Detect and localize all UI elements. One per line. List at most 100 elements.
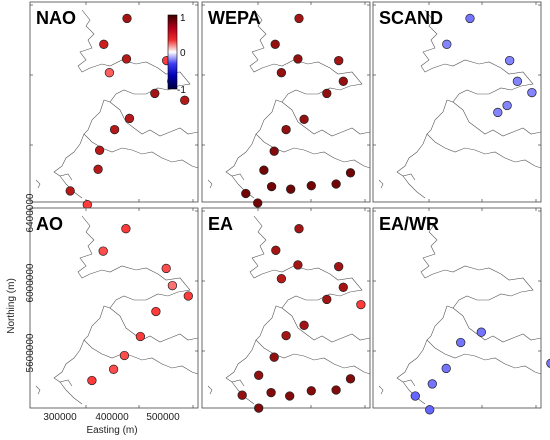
station-marker xyxy=(98,246,108,256)
y-tick-label: 6000000 xyxy=(25,263,36,302)
panel-title: SCAND xyxy=(379,8,443,28)
coastline xyxy=(109,101,199,137)
panel: SCAND xyxy=(372,1,542,203)
colorbar-gradient xyxy=(167,14,178,90)
station-marker xyxy=(104,68,115,78)
coastline xyxy=(396,9,534,181)
coastline xyxy=(207,385,213,395)
station-marker xyxy=(269,352,279,362)
colorbar: 1 0 -1 xyxy=(167,13,186,96)
station-marker xyxy=(427,379,437,389)
station-marker xyxy=(502,100,512,111)
station-marker xyxy=(266,387,276,398)
station-marker xyxy=(456,337,466,348)
panel-title: NAO xyxy=(36,8,76,28)
station-marker xyxy=(254,403,264,413)
station-marker xyxy=(266,181,277,192)
station-marker xyxy=(270,39,280,49)
station-marker xyxy=(546,358,550,368)
coastline xyxy=(402,175,426,199)
station-marker xyxy=(93,164,103,174)
station-marker xyxy=(345,168,356,178)
station-marker xyxy=(259,165,269,175)
coastline xyxy=(452,101,542,137)
station-marker xyxy=(254,370,264,380)
coastline xyxy=(426,339,542,375)
station-marker xyxy=(108,364,119,374)
station-marker xyxy=(99,39,109,49)
coastline xyxy=(225,9,363,181)
station-marker xyxy=(299,320,309,330)
station-marker xyxy=(493,107,503,118)
station-marker xyxy=(94,145,105,155)
station-marker xyxy=(299,114,309,124)
x-axis-label: Easting (m) xyxy=(86,425,137,436)
station-marker xyxy=(285,391,295,401)
coastline xyxy=(35,179,41,189)
station-marker xyxy=(276,68,287,78)
station-marker xyxy=(294,224,304,234)
coastline xyxy=(53,9,191,181)
station-marker xyxy=(135,331,146,342)
station-marker xyxy=(183,291,193,301)
panel-title: EA xyxy=(208,214,233,234)
station-marker xyxy=(465,13,475,24)
station-marker xyxy=(527,87,537,98)
coastline xyxy=(396,215,534,387)
coastline xyxy=(378,179,384,189)
station-marker xyxy=(121,224,131,234)
station-marker xyxy=(87,375,97,386)
station-marker xyxy=(322,88,332,99)
station-marker xyxy=(119,350,130,361)
x-tick-label: 300000 xyxy=(43,412,77,423)
panel: WEPA xyxy=(201,1,407,208)
station-marker xyxy=(253,198,263,208)
colorbar-tick-label: -1 xyxy=(177,85,186,96)
coastline xyxy=(53,215,191,387)
panel-frame xyxy=(372,207,542,409)
station-marker xyxy=(294,13,304,24)
panel-title: EA/WR xyxy=(379,214,439,234)
station-marker xyxy=(293,54,303,64)
station-marker xyxy=(121,54,132,64)
station-marker xyxy=(512,76,523,86)
panel-frame xyxy=(29,207,199,409)
station-marker xyxy=(286,184,296,194)
coastline xyxy=(281,101,371,137)
station-marker xyxy=(331,385,341,395)
coastline xyxy=(378,385,384,395)
y-tick-label: 6400000 xyxy=(25,193,36,232)
x-tick-labels: 300000 400000 500000 xyxy=(43,412,180,423)
coastline xyxy=(83,339,199,375)
coastline xyxy=(35,385,41,395)
panel-frame xyxy=(201,1,371,203)
y-tick-labels: 5600000 6000000 6400000 xyxy=(25,193,36,372)
panel-title: WEPA xyxy=(208,8,261,28)
station-marker xyxy=(334,55,344,66)
station-marker xyxy=(167,280,178,291)
station-marker xyxy=(331,179,341,189)
panel-frame xyxy=(201,207,371,409)
panel: NAO xyxy=(29,1,221,210)
station-marker xyxy=(109,124,120,135)
panel: EA xyxy=(201,207,407,413)
x-tick-label: 500000 xyxy=(146,412,180,423)
station-marker xyxy=(151,306,161,317)
station-marker xyxy=(356,299,366,310)
panel: AO xyxy=(29,207,199,409)
coastline xyxy=(109,307,199,343)
station-marker xyxy=(441,363,451,374)
station-marker xyxy=(65,186,75,196)
station-marker xyxy=(281,330,291,341)
station-marker xyxy=(293,260,303,270)
station-marker xyxy=(442,39,452,49)
map-panels: NAO WEPA SCAND AO EA EA/WR xyxy=(29,1,550,415)
coastline xyxy=(225,215,363,387)
station-marker xyxy=(338,76,348,86)
station-marker xyxy=(281,124,291,135)
colorbar-tick-label: 0 xyxy=(180,48,186,59)
station-marker xyxy=(338,282,348,292)
station-marker xyxy=(150,88,160,99)
station-marker xyxy=(345,374,356,384)
